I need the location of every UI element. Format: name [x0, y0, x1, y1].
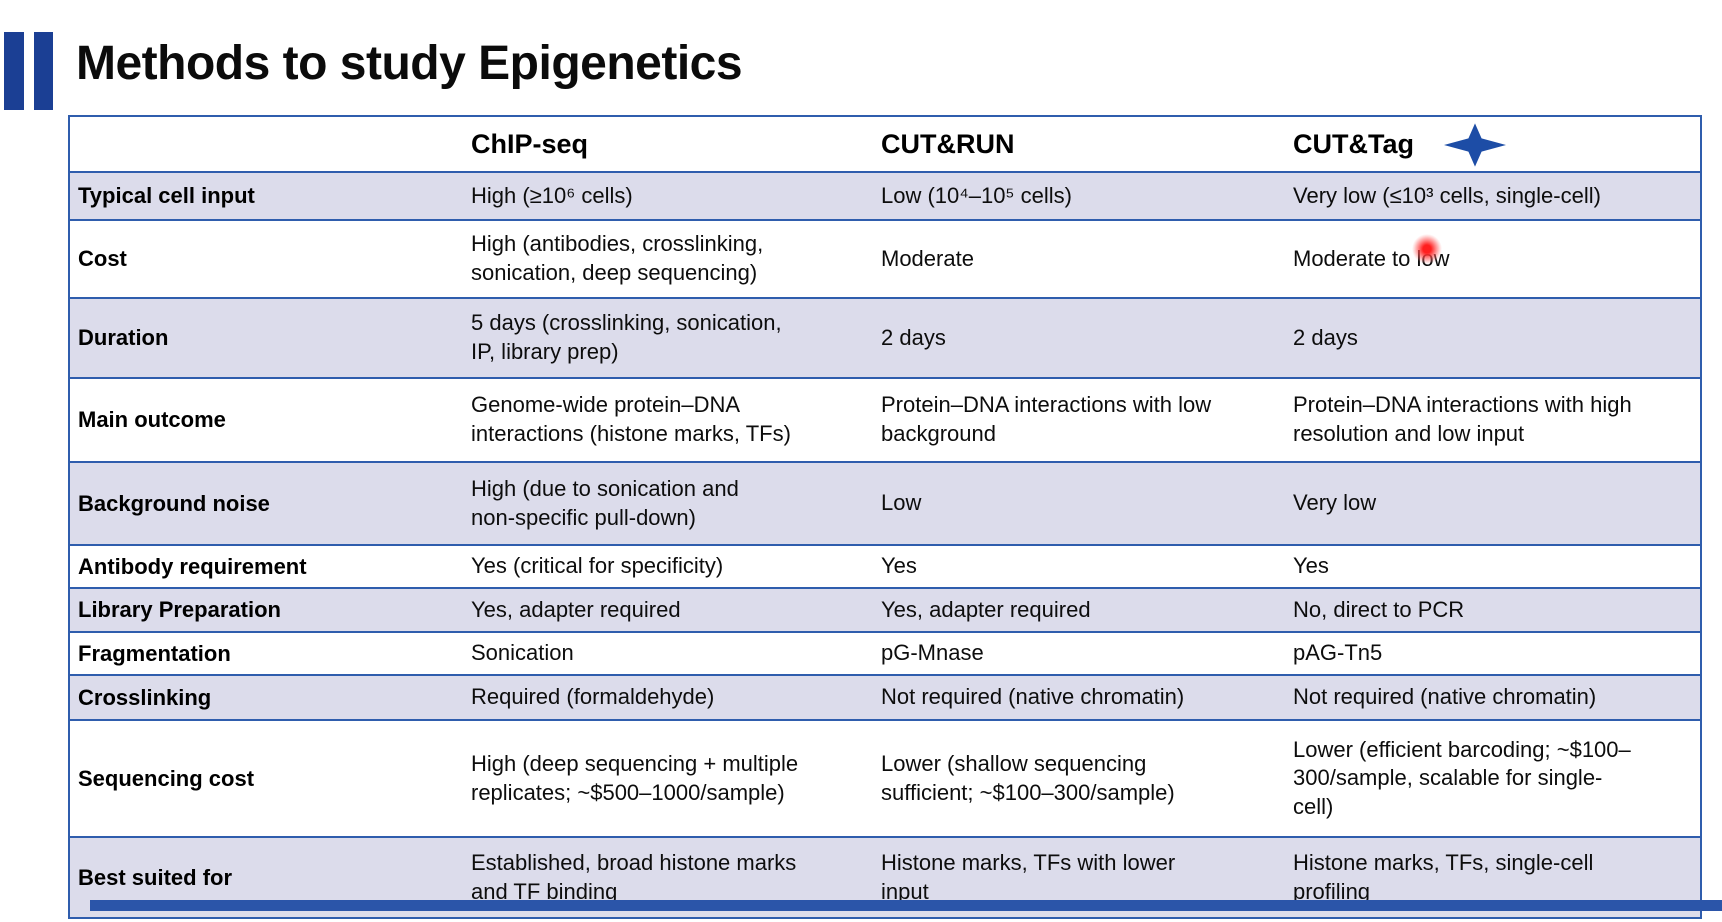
- table-cell: pG-Mnase: [871, 631, 1283, 675]
- row-label: Crosslinking: [69, 674, 461, 720]
- row-label: Antibody requirement: [69, 544, 461, 588]
- row-label: Duration: [69, 297, 461, 378]
- table-row: Background noise High (due to sonication…: [69, 461, 1701, 545]
- table-cell: Protein–DNA interactions with high resol…: [1283, 377, 1701, 462]
- table-cell: Yes (critical for specificity): [461, 544, 871, 588]
- row-label: Fragmentation: [69, 631, 461, 675]
- column-header-cutrun: CUT&RUN: [881, 128, 1015, 159]
- row-label: Typical cell input: [69, 171, 461, 220]
- column-header-empty: [69, 116, 461, 172]
- table-cell: Yes: [1283, 544, 1701, 588]
- table-cell: 2 days: [1283, 297, 1701, 378]
- table-row: Antibody requirement Yes (critical for s…: [69, 544, 1701, 588]
- table-cell: Very low: [1283, 461, 1701, 545]
- table-cell: 5 days (crosslinking, sonication, IP, li…: [461, 297, 871, 378]
- table-cell: Not required (native chromatin): [1283, 674, 1701, 720]
- table-cell: Low (10⁴–10⁵ cells): [871, 171, 1283, 220]
- table-cell: Low: [871, 461, 1283, 545]
- table-cell: Yes: [871, 544, 1283, 588]
- column-header-chipseq: ChIP-seq: [471, 128, 589, 159]
- table-cell: Not required (native chromatin): [871, 674, 1283, 720]
- table-cell: Yes, adapter required: [871, 587, 1283, 632]
- bottom-accent-bar: [90, 900, 1722, 911]
- table-cell: Protein–DNA interactions with low backgr…: [871, 377, 1283, 462]
- table-cell: Lower (shallow sequencing sufficient; ~$…: [871, 719, 1283, 837]
- table-cell: High (≥10⁶ cells): [461, 171, 871, 220]
- table-cell: Moderate: [871, 219, 1283, 298]
- column-header-cuttag-label: CUT&Tag: [1293, 128, 1414, 159]
- header-row: ChIP-seq CUT&RUN CUT&Tag: [69, 116, 1701, 172]
- sparkle-star-icon: [1444, 123, 1506, 167]
- table-row: Fragmentation Sonication pG-Mnase pAG-Tn…: [69, 631, 1701, 675]
- table-cell: pAG-Tn5: [1283, 631, 1701, 675]
- table-cell: Very low (≤10³ cells, single-cell): [1283, 171, 1701, 220]
- column-header-cuttag: CUT&Tag: [1283, 116, 1701, 172]
- row-label: Sequencing cost: [69, 719, 461, 837]
- row-label: Library Preparation: [69, 587, 461, 632]
- table-cell: High (due to sonication and non-specific…: [461, 461, 871, 545]
- table-cell: Genome-wide protein–DNA interactions (hi…: [461, 377, 871, 462]
- table-row: Crosslinking Required (formaldehyde) Not…: [69, 674, 1701, 720]
- comparison-table: ChIP-seq CUT&RUN CUT&Tag Typical cell in…: [68, 115, 1702, 919]
- table-cell: Required (formaldehyde): [461, 674, 871, 720]
- table-cell: High (antibodies, crosslinking, sonicati…: [461, 219, 871, 298]
- table-cell: 2 days: [871, 297, 1283, 378]
- table-cell: Lower (efficient barcoding; ~$100– 300/s…: [1283, 719, 1701, 837]
- slide-title: Methods to study Epigenetics: [76, 37, 743, 90]
- table-row: Cost High (antibodies, crosslinking, son…: [69, 219, 1701, 298]
- table-cell: Moderate to low: [1283, 219, 1701, 298]
- row-label: Main outcome: [69, 377, 461, 462]
- table-row: Typical cell input High (≥10⁶ cells) Low…: [69, 171, 1701, 220]
- title-accent-bar: [4, 32, 24, 110]
- row-label: Background noise: [69, 461, 461, 545]
- table-row: Main outcome Genome-wide protein–DNA int…: [69, 377, 1701, 462]
- table-cell: No, direct to PCR: [1283, 587, 1701, 632]
- table-row: Duration 5 days (crosslinking, sonicatio…: [69, 297, 1701, 378]
- title-accent-bar: [34, 32, 53, 110]
- table-row: Library Preparation Yes, adapter require…: [69, 587, 1701, 632]
- row-label: Cost: [69, 219, 461, 298]
- table-row: Sequencing cost High (deep sequencing + …: [69, 719, 1701, 837]
- table-cell: Sonication: [461, 631, 871, 675]
- table-cell: High (deep sequencing + multiple replica…: [461, 719, 871, 837]
- table-cell: Yes, adapter required: [461, 587, 871, 632]
